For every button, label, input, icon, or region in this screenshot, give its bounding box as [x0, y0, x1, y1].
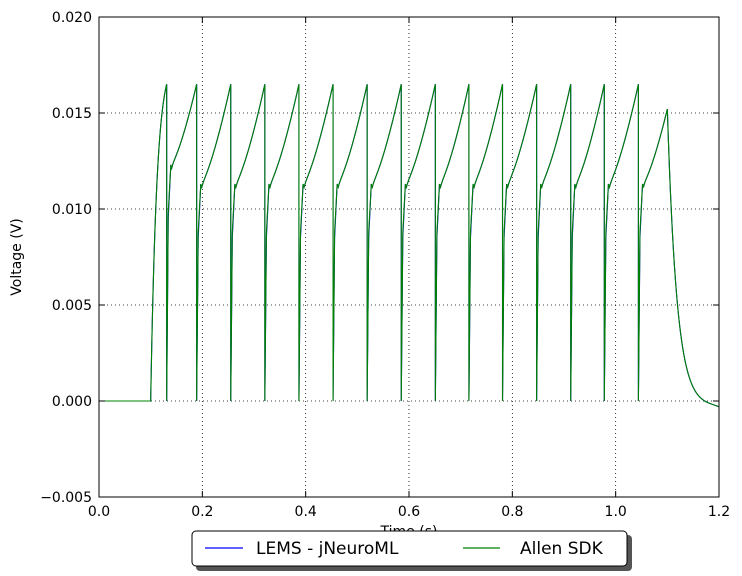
- grid-lines: [99, 17, 719, 497]
- y-tick-label: 0.015: [52, 106, 92, 122]
- y-axis-label: Voltage (V): [9, 218, 25, 295]
- legend-box: [191, 530, 628, 567]
- y-tick-label: 0.000: [52, 394, 92, 410]
- x-tick-label: 1.0: [605, 504, 627, 520]
- legend: LEMS - jNeuroML Allen SDK: [191, 530, 632, 571]
- plot-traces: [99, 84, 720, 408]
- y-tick-label: 0.005: [52, 298, 92, 314]
- legend-label-1: LEMS - jNeuroML: [256, 539, 399, 559]
- y-tick-label: 0.020: [52, 10, 92, 26]
- y-tick-label: −0.005: [40, 490, 92, 506]
- legend-label-2: Allen SDK: [520, 539, 604, 559]
- y-tick-label: 0.010: [52, 202, 92, 218]
- x-tick-label: 1.2: [708, 504, 730, 520]
- allen-sdk-trace: [99, 84, 720, 408]
- x-tick-label: 0.2: [191, 504, 213, 520]
- axis-ticks: 0.0 0.2 0.4 0.6 0.8 1.0 1.2 −0.005 0.000 0.005 0.0…: [40, 10, 730, 520]
- x-tick-label: 0.0: [88, 504, 110, 520]
- x-tick-label: 0.8: [501, 504, 523, 520]
- x-tick-label: 0.6: [398, 504, 420, 520]
- x-tick-label: 0.4: [295, 504, 317, 520]
